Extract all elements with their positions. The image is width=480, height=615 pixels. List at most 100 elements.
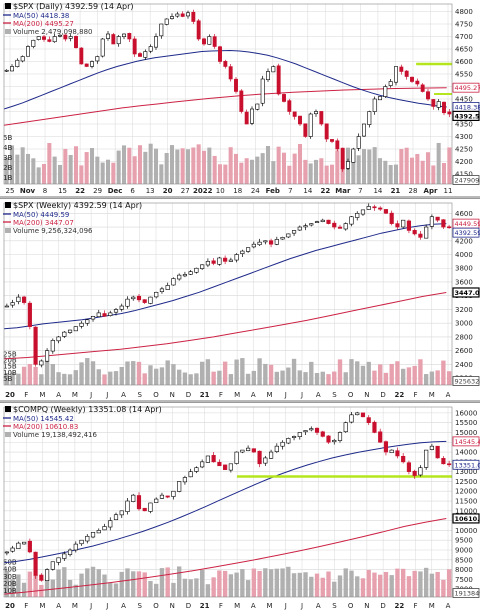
volume-bar [424, 374, 428, 385]
candle-body [252, 244, 256, 247]
volume-bar [217, 570, 221, 597]
volume-bar [257, 358, 261, 385]
candle-body [229, 464, 233, 470]
volume-bar [303, 572, 307, 597]
volume-bar [287, 166, 291, 184]
volume-bar [378, 575, 382, 597]
ma50-line [4, 51, 447, 110]
value-tag-label: 4495.27 [455, 84, 480, 92]
candle-body [378, 97, 381, 100]
chart-title: $SPX (Daily) 4392.59 (14 Apr) [13, 2, 133, 11]
candle-body [74, 36, 77, 47]
x-tick-label: 13 [146, 187, 155, 195]
y-tick-label: 11500 [455, 498, 477, 506]
value-tag-label: 14545.42 [455, 438, 480, 446]
x-tick-label: S [138, 391, 143, 399]
x-tick-label: J [89, 391, 92, 399]
candle-body [269, 241, 273, 245]
volume-bar [188, 579, 192, 597]
candle-body [310, 224, 314, 225]
candle-body [350, 415, 354, 422]
candle-body [10, 67, 13, 71]
candle-body [186, 13, 189, 16]
volume-bar [200, 362, 204, 385]
x-tick-label: 24 [251, 187, 260, 195]
x-tick-label: M [72, 391, 78, 399]
volume-bar [292, 359, 296, 385]
candle-body [86, 320, 90, 324]
volume-bar [309, 163, 313, 184]
volume-bar [223, 362, 227, 385]
volume-bar [412, 571, 416, 597]
candle-body [48, 40, 51, 42]
y-tick-label: 4200 [455, 158, 473, 166]
candle-body [218, 47, 221, 62]
volume-bar [85, 568, 89, 597]
volume-bar [138, 145, 142, 184]
candle-body [277, 66, 280, 94]
value-tag-label: 4392.59 [455, 229, 480, 237]
x-tick-label: 27 [181, 187, 190, 195]
candle-body [17, 297, 21, 302]
volume-bar [246, 374, 250, 385]
volume-bar [229, 147, 233, 184]
legend-volume: Volume 9,256,324,096 [13, 227, 93, 235]
volume-bar [102, 374, 106, 385]
x-tick-label: N [364, 391, 369, 399]
y-tick-label: 3000 [455, 320, 473, 328]
legend: $COMPQ (Weekly) 13351.08 (14 Apr) MA(50)… [3, 405, 162, 439]
candle-body [384, 442, 388, 452]
candle-body [269, 452, 273, 458]
candle-body [114, 309, 118, 312]
candle-body [176, 14, 179, 16]
volume-bar [68, 374, 72, 385]
volume-bar [62, 567, 66, 597]
candle-body [424, 450, 428, 467]
x-tick-label: S [332, 391, 337, 399]
volume-tick-label: 2B [3, 164, 12, 172]
x-tick-label: 22 [394, 602, 404, 610]
candle-body [396, 451, 400, 456]
candle-body [86, 536, 90, 541]
candle-body [208, 37, 211, 45]
volume-bar [16, 374, 20, 385]
candle-body [266, 72, 269, 80]
volume-bar [361, 578, 365, 597]
volume-bar [211, 372, 215, 385]
candle-body [97, 313, 101, 317]
x-tick-label: 7 [358, 187, 362, 195]
legend-swatch-price [5, 406, 11, 412]
volume-bar [447, 147, 451, 184]
x-tick-label: D [186, 602, 191, 610]
volume-bar [415, 154, 419, 184]
candle-body [120, 511, 124, 515]
volume-bar [200, 570, 204, 597]
volume-bar [395, 569, 399, 597]
candle-body [223, 258, 227, 261]
x-tick-label: 22 [320, 187, 330, 195]
volume-bar [298, 573, 302, 597]
candle-body [26, 47, 29, 57]
volume-bar [399, 149, 403, 184]
volume-bar [357, 155, 361, 184]
candle-body [91, 316, 95, 319]
y-tick-label: 3200 [455, 306, 473, 314]
x-tick-label: M [39, 391, 45, 399]
volume-bar [120, 572, 124, 597]
candle-body [57, 337, 61, 341]
volume-bar [91, 567, 95, 597]
candle-body [419, 468, 423, 475]
y-tick-label: 9500 [455, 537, 473, 545]
candle-body [160, 24, 163, 36]
x-tick-label: 2022 [193, 187, 213, 195]
volume-bar [154, 149, 158, 184]
candle-body [165, 19, 168, 24]
x-tick-label: M [234, 602, 240, 610]
volume-bar [319, 158, 323, 184]
candle-body [183, 274, 187, 275]
candle-body [332, 223, 336, 227]
x-tick-label: M [429, 602, 435, 610]
candle-body [74, 327, 78, 331]
candle-body [149, 503, 153, 512]
y-tick-label: 15000 [455, 429, 477, 437]
